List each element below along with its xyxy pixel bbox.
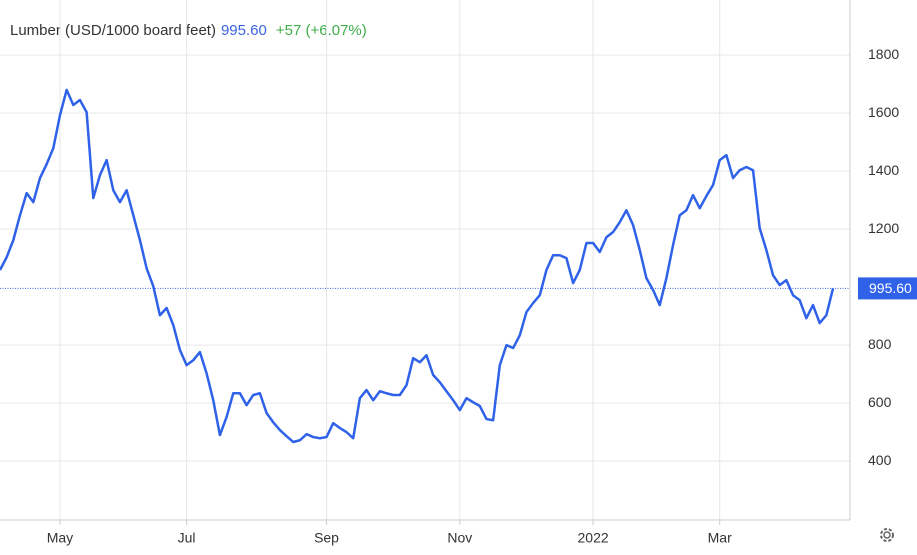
y-tick-label: 1600 — [868, 104, 899, 120]
y-tick-label: 800 — [868, 336, 892, 352]
settings-icon[interactable] — [880, 528, 894, 542]
gear-hub — [883, 531, 891, 539]
price-line — [0, 88, 835, 444]
x-tick-label: May — [47, 530, 73, 546]
y-tick-label: 1800 — [868, 46, 899, 62]
title: Lumber (USD/1000 board feet) — [10, 22, 216, 39]
y-tick-label: 400 — [868, 452, 892, 468]
x-tick-label: Sep — [314, 530, 339, 546]
last-value: 995.60 — [221, 22, 267, 39]
x-tick-label: Jul — [178, 530, 196, 546]
last-price-label: 995.60 — [869, 280, 912, 296]
last-price-tag — [858, 277, 917, 300]
y-tick-label: 1400 — [868, 162, 899, 178]
change: +57 (+6.07%) — [276, 22, 367, 39]
x-tick-label: Nov — [447, 530, 472, 546]
x-tick-label: Mar — [708, 530, 732, 546]
x-tick-label: 2022 — [578, 530, 609, 546]
gear-teeth — [880, 528, 894, 542]
chart-title: Lumber (USD/1000 board feet) 995.60 +57 (+… — [10, 22, 367, 39]
y-tick-label: 1200 — [868, 220, 899, 236]
y-tick-label: 600 — [868, 394, 892, 410]
